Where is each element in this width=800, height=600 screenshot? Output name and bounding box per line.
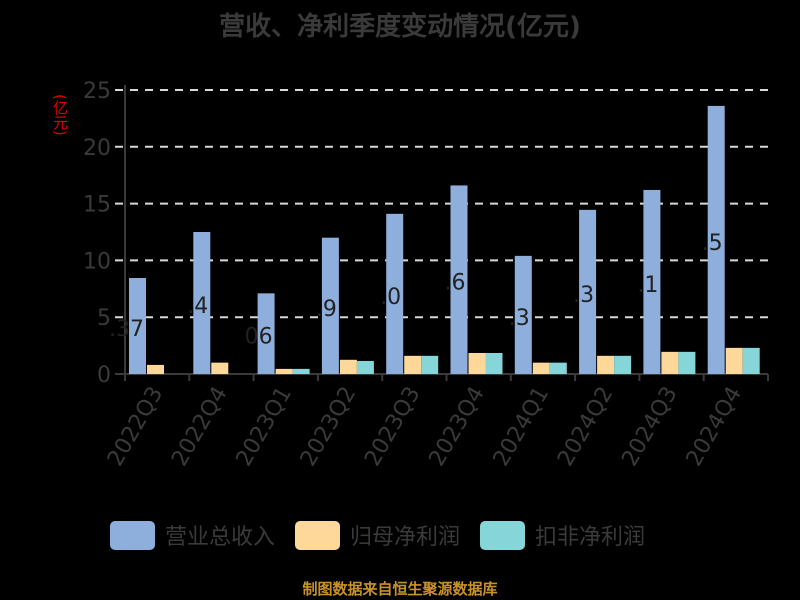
bar[interactable] bbox=[597, 355, 615, 374]
bar[interactable] bbox=[725, 347, 743, 374]
y-tick-label: 5 bbox=[97, 306, 111, 331]
y-tick-label: 25 bbox=[83, 79, 111, 104]
x-tick-label: 2022Q3 bbox=[103, 383, 168, 471]
bar[interactable] bbox=[549, 362, 567, 374]
bar[interactable] bbox=[193, 232, 211, 374]
legend-item-revenue[interactable]: 营业总收入 bbox=[110, 519, 275, 551]
bar[interactable] bbox=[707, 105, 725, 375]
bar[interactable] bbox=[661, 351, 679, 374]
y-tick-label: 15 bbox=[83, 193, 111, 218]
bar[interactable] bbox=[450, 185, 468, 374]
bar[interactable] bbox=[386, 213, 404, 374]
bar[interactable] bbox=[532, 362, 550, 374]
bar-value-label: .5 bbox=[702, 231, 723, 256]
bar[interactable] bbox=[514, 255, 532, 374]
legend-swatch-deducted-net-profit bbox=[480, 520, 526, 550]
bar[interactable] bbox=[421, 355, 439, 374]
x-tick-label: 2022Q4 bbox=[167, 383, 232, 471]
data-source-footer: 制图数据来自恒生聚源数据库 bbox=[302, 580, 498, 598]
bar[interactable] bbox=[742, 347, 760, 374]
bar[interactable] bbox=[356, 360, 374, 374]
bar[interactable] bbox=[339, 359, 357, 374]
bar[interactable] bbox=[678, 351, 696, 374]
legend-item-net-profit[interactable]: 归母净利润 bbox=[295, 519, 460, 551]
bar[interactable] bbox=[404, 355, 422, 374]
bar-value-label: .37 bbox=[109, 317, 144, 342]
chart-title: 营收、净利季度变动情况(亿元) bbox=[219, 12, 581, 42]
bar[interactable] bbox=[614, 355, 632, 374]
bar-value-label: .4 bbox=[187, 294, 208, 319]
y-tick-label: 20 bbox=[83, 136, 111, 161]
legend-swatch-revenue bbox=[110, 520, 155, 550]
bar[interactable] bbox=[643, 189, 661, 374]
bar[interactable] bbox=[129, 278, 146, 374]
bar[interactable] bbox=[275, 368, 293, 374]
x-tick-label: 2023Q3 bbox=[360, 383, 425, 471]
legend-label: 归母净利润 bbox=[350, 525, 461, 550]
x-tick-label: 2023Q4 bbox=[425, 383, 490, 471]
bar[interactable] bbox=[211, 362, 229, 374]
y-tick-label: 0 bbox=[97, 363, 111, 388]
bar[interactable] bbox=[485, 352, 503, 374]
legend-swatch-net-profit bbox=[295, 520, 341, 550]
x-tick-label: 2024Q1 bbox=[489, 383, 554, 471]
bar-value-label: .1 bbox=[637, 273, 658, 298]
legend-label: 扣非净利润 bbox=[535, 525, 646, 550]
bar[interactable] bbox=[292, 368, 310, 374]
bar[interactable] bbox=[468, 352, 486, 374]
bar[interactable] bbox=[147, 364, 164, 374]
bar-value-label: 06 bbox=[245, 325, 273, 350]
x-tick-label: 2024Q2 bbox=[553, 383, 618, 471]
legend: 营业总收入 归母净利润 扣非净利润 bbox=[110, 519, 665, 551]
x-tick-label: 2023Q2 bbox=[296, 383, 361, 471]
x-tick-label: 2023Q1 bbox=[232, 383, 297, 471]
bar[interactable] bbox=[579, 209, 597, 374]
bar[interactable] bbox=[257, 293, 275, 374]
bar-value-label: .3 bbox=[509, 306, 530, 331]
y-tick-label: 10 bbox=[83, 249, 111, 274]
bar-value-label: .3 bbox=[573, 283, 594, 308]
x-tick-label: 2024Q4 bbox=[682, 383, 747, 471]
legend-label: 营业总收入 bbox=[165, 525, 276, 550]
bar-value-label: .9 bbox=[316, 297, 337, 322]
bar[interactable] bbox=[321, 237, 339, 374]
legend-item-deducted-net-profit[interactable]: 扣非净利润 bbox=[480, 519, 645, 551]
bar-value-label: .0 bbox=[380, 285, 401, 310]
x-tick-label: 2024Q3 bbox=[617, 383, 682, 471]
bar-value-label: .6 bbox=[445, 271, 466, 296]
y-axis-unit: (亿元) bbox=[51, 94, 69, 136]
